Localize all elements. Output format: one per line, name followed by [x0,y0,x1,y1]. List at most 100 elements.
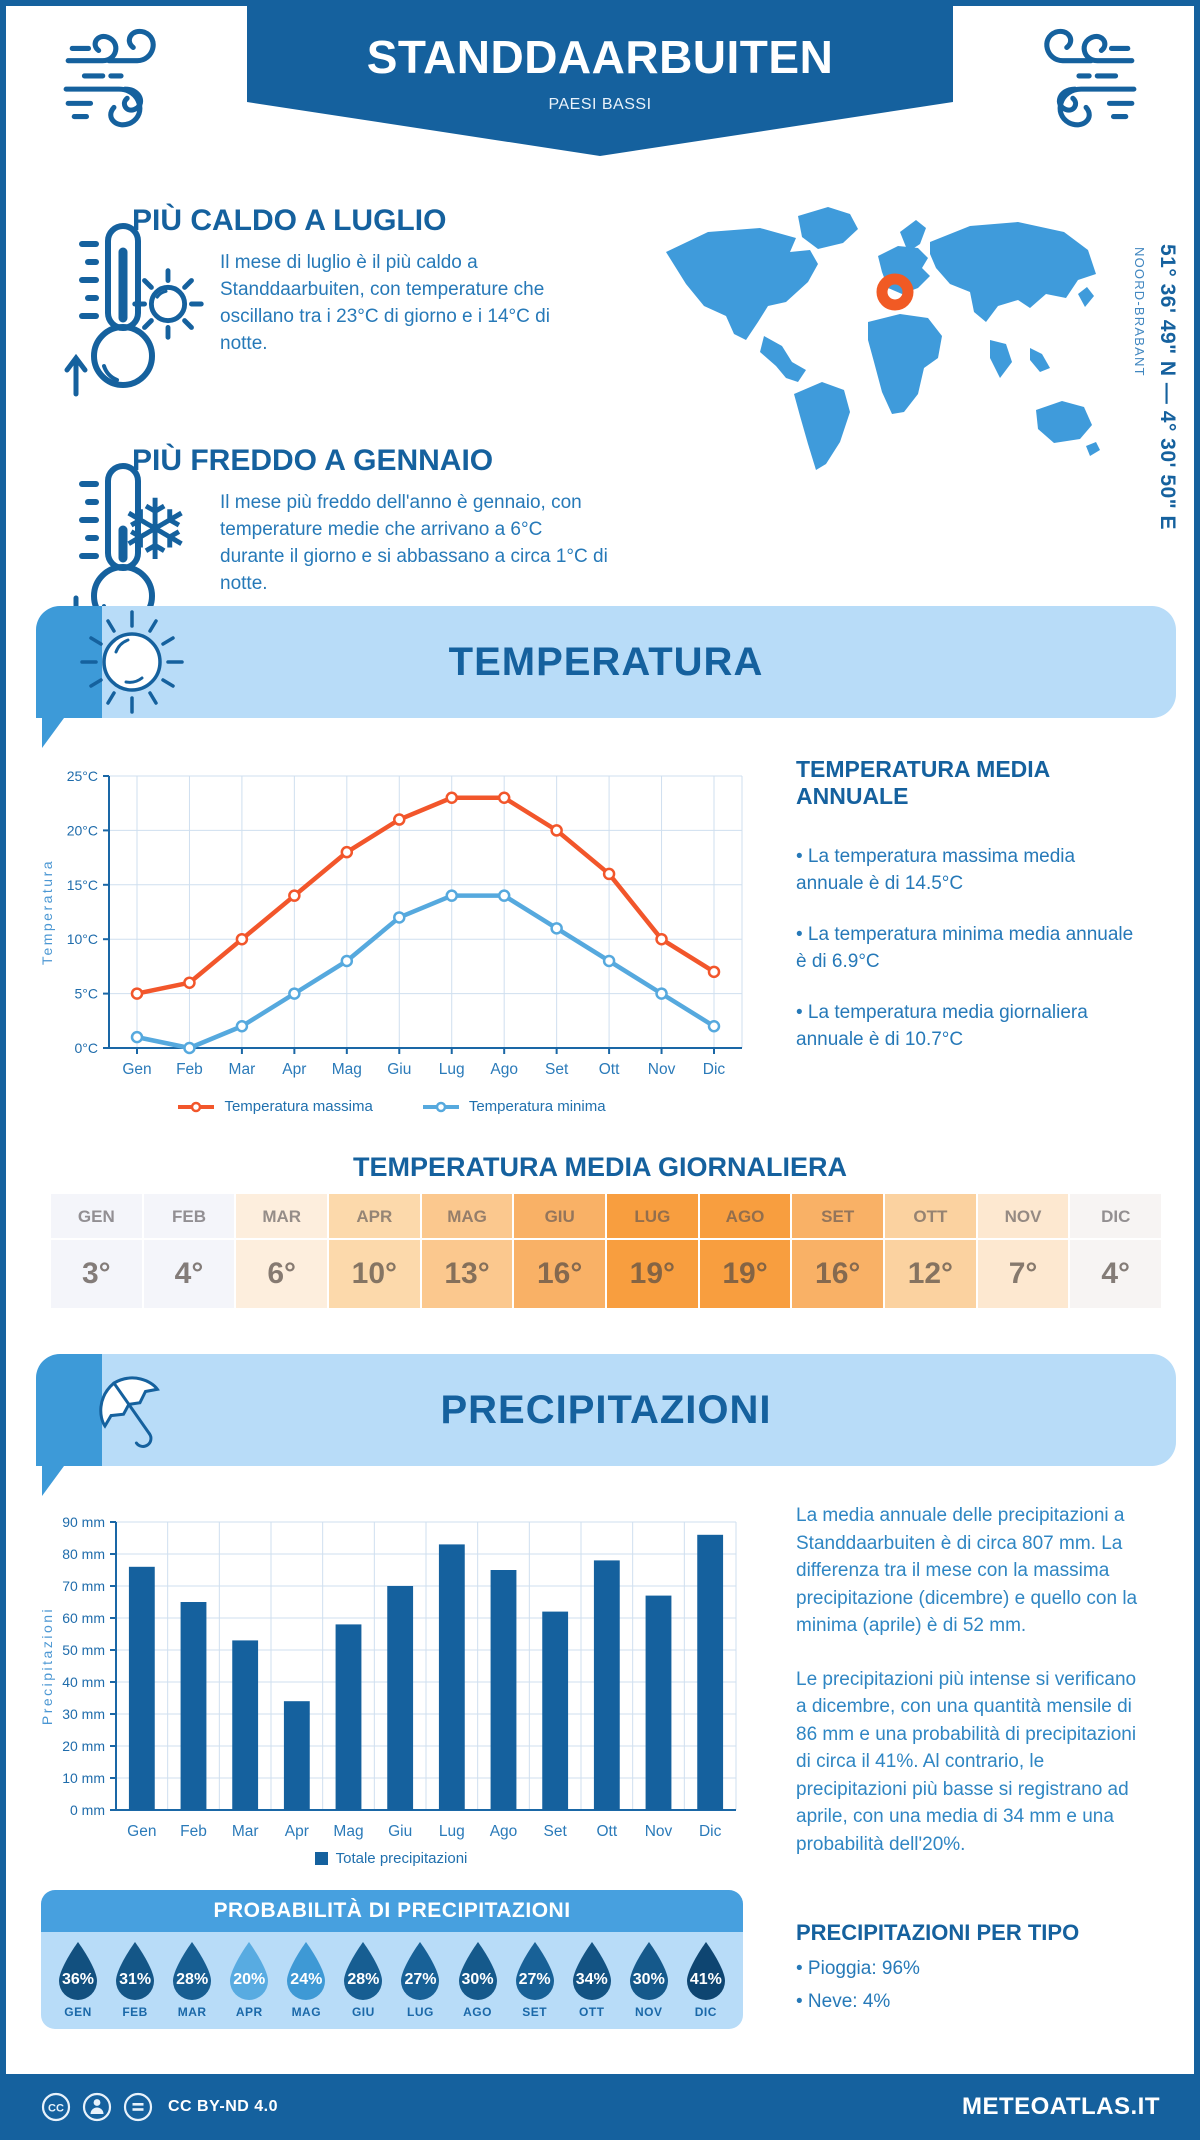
svg-text:80 mm: 80 mm [62,1546,105,1562]
svg-text:0 mm: 0 mm [70,1802,105,1818]
svg-text:0°C: 0°C [75,1040,99,1056]
daily-mean-table: GEN 3° FEB 4° MAR 6° APR 10° MAG 13° GIU 16° LUG 19° A… [51,1194,1162,1308]
probability-value: 30% [461,1971,494,1988]
probability-value: 20% [233,1971,266,1988]
table-column: MAR 6° [236,1194,330,1308]
license-text: CC BY-ND 4.0 [168,2098,279,2115]
hottest-month-block: PIÙ CALDO A LUGLIO Il mese di luglio è i… [58,204,643,419]
probability-month: MAR [177,2005,207,2019]
water-drop-icon [59,1942,97,2000]
probability-month: OTT [578,2005,605,2019]
coldest-month-text: Il mese più freddo dell'anno è gennaio, … [220,492,608,594]
svg-text:Feb: Feb [176,1061,203,1078]
svg-text:20 mm: 20 mm [62,1738,105,1754]
annual-max-bullet: • La temperatura massima media annuale è… [796,846,1076,894]
table-column: LUG 19° [607,1194,700,1308]
table-temperature-value: 19° [629,1257,676,1290]
rain-drop-item: 28% GIU [338,1940,388,2019]
svg-text:40 mm: 40 mm [62,1674,105,1690]
legend-item-max: Temperatura massima [176,1098,373,1115]
probability-drops: 36% GEN 31% FEB 28% MAR 20% APR 24% MAG 28% GIU 27% L… [41,1932,743,2029]
table-month-header: SET [792,1194,884,1240]
water-drop-icon [344,1942,383,2000]
table-column: DIC 4° [1070,1194,1162,1308]
map-marker [876,273,914,311]
page-title: STANDDAARBUITEN [366,31,834,83]
svg-text:70 mm: 70 mm [62,1578,105,1594]
line-marker-icon [422,1101,459,1112]
svg-text:Nov: Nov [645,1823,673,1840]
rain-drop-item: 27% LUG [395,1940,445,2019]
svg-text:20°C: 20°C [67,822,98,838]
svg-text:Mag: Mag [332,1061,362,1078]
svg-text:Precipitazioni: Precipitazioni [39,1607,55,1725]
water-drop-icon [686,1942,725,2000]
svg-text:Feb: Feb [180,1823,207,1840]
table-column: GEN 3° [51,1194,144,1308]
table-month-header: NOV [977,1194,1069,1240]
legend-label: Totale precipitazioni [335,1850,468,1867]
probability-month: APR [235,2005,263,2019]
table-temperature-value: 4° [1101,1257,1131,1290]
svg-text:Set: Set [545,1061,569,1078]
precipitation-paragraph-2: Le precipitazioni più intense si verific… [796,1668,1137,1856]
svg-text:Dic: Dic [703,1061,726,1078]
precipitation-paragraph-1: La media annuale delle precipitazioni a … [796,1505,1138,1637]
probability-value: 41% [689,1971,722,1988]
svg-text:5°C: 5°C [75,986,99,1002]
daily-mean-title: TEMPERATURA MEDIA GIORNALIERA [353,1152,847,1182]
svg-text:30 mm: 30 mm [62,1706,105,1722]
probability-month: AGO [463,2005,492,2019]
table-temperature-value: 16° [815,1257,861,1290]
probability-month: DIC [694,2005,717,2019]
wind-icon [58,20,180,144]
water-drop-icon [515,1942,554,2000]
rain-drop-item: 20% APR [224,1940,274,2019]
rain-drop-item: 31% FEB [110,1940,160,2019]
rain-drop-item: 27% SET [510,1940,560,2019]
probability-month: SET [522,2005,548,2019]
water-drop-icon [287,1942,326,2000]
svg-text:Gen: Gen [122,1061,151,1078]
svg-text:10 mm: 10 mm [62,1770,105,1786]
svg-text:Ago: Ago [490,1823,518,1840]
legend-item-min: Temperatura minima [421,1098,606,1115]
footer-bar: CC CC BY-ND 4.0 METEOATLAS.IT [6,2074,1194,2140]
rain-drop-item: 34% OTT [567,1940,617,2019]
precipitation-section-banner: PRECIPITAZIONI [36,1354,1176,1496]
svg-text:Lug: Lug [439,1061,465,1078]
precipitation-section-title: PRECIPITAZIONI [440,1388,772,1432]
table-temperature-value: 16° [537,1257,583,1290]
svg-text:Lug: Lug [439,1823,465,1840]
table-temperature-value: 3° [81,1257,111,1290]
svg-text:60 mm: 60 mm [62,1610,105,1626]
sun-badge-icon [80,610,184,714]
table-temperature-value: 19° [722,1257,768,1290]
table-column: GIU 16° [514,1194,608,1308]
svg-text:Ott: Ott [596,1823,617,1840]
precipitation-type-title: PRECIPITAZIONI PER TIPO [796,1920,1080,1945]
svg-text:Giu: Giu [387,1061,411,1078]
table-column: SET 16° [792,1194,886,1308]
table-temperature-value: 6° [267,1257,297,1290]
water-drop-icon [173,1942,212,2000]
table-column: OTT 12° [885,1194,978,1308]
legend-label: Temperatura minima [468,1098,606,1115]
location-coordinates: 51° 36' 49" N — 4° 30' 50" E [1156,244,1179,531]
precipitation-type-panel: PRECIPITAZIONI PER TIPO • Pioggia: 96% •… [796,1920,1156,2022]
table-temperature-value: 10° [351,1257,398,1290]
rain-drop-item: 41% DIC [681,1940,731,2019]
precipitation-chart: 0 mm 10 mm 20 mm 30 mm 40 mm 50 mm 60 mm 70 mm 8… [36,1498,746,1850]
table-column: NOV 7° [977,1194,1071,1308]
probability-value: 24% [290,1971,323,1988]
water-drop-icon [572,1942,611,2000]
probability-month: NOV [635,2005,663,2019]
table-temperature-value: 7° [1008,1257,1038,1290]
table-column: APR 10° [329,1194,422,1308]
probability-title: PROBABILITÀ DI PRECIPITAZIONI [41,1890,743,1932]
cc-icon: CC [41,2092,71,2122]
svg-text:Dic: Dic [699,1823,722,1840]
probability-month: GIU [351,2005,375,2019]
probability-value: 34% [575,1971,608,1988]
banner-tail [42,1466,64,1496]
